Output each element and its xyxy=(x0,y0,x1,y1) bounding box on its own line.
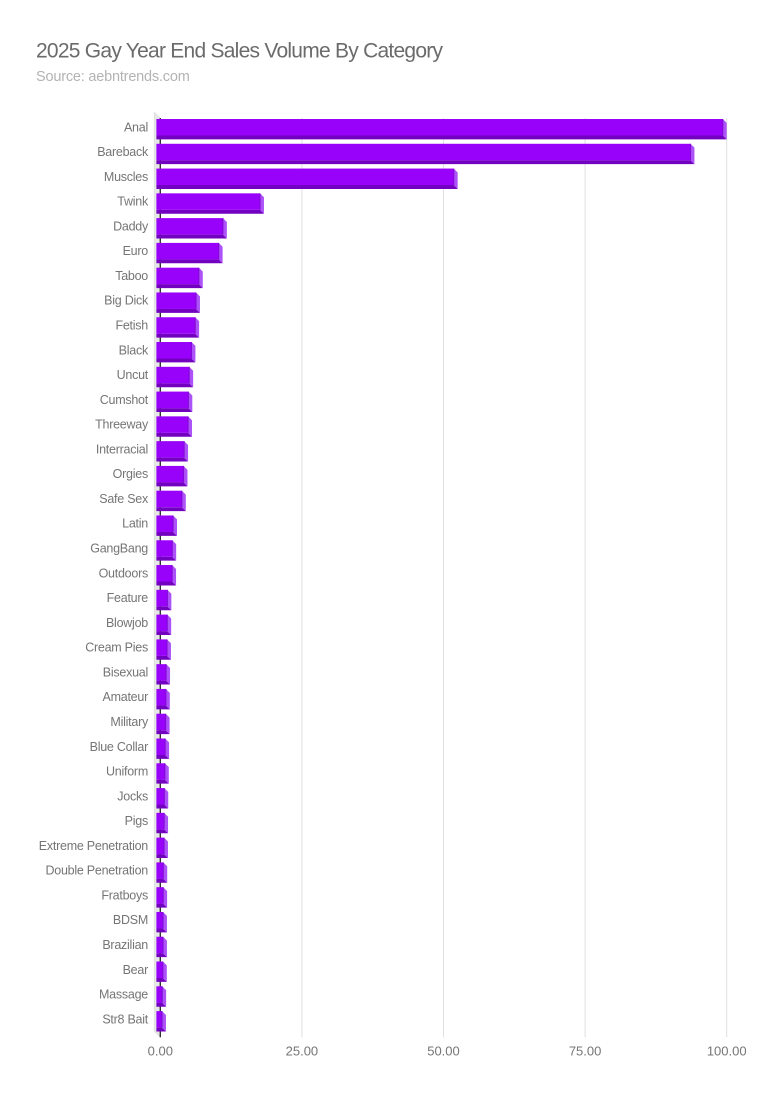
svg-text:Safe Sex: Safe Sex xyxy=(99,492,149,506)
svg-text:Threeway: Threeway xyxy=(95,418,149,432)
svg-text:Black: Black xyxy=(119,343,149,357)
svg-text:Bear: Bear xyxy=(123,963,148,977)
svg-text:Cumshot: Cumshot xyxy=(100,393,149,407)
svg-text:Jocks: Jocks xyxy=(117,789,148,803)
svg-text:0.00: 0.00 xyxy=(148,1044,173,1059)
svg-text:Massage: Massage xyxy=(99,988,148,1002)
svg-text:Feature: Feature xyxy=(107,591,149,605)
svg-text:Bisexual: Bisexual xyxy=(103,665,148,679)
svg-text:Fetish: Fetish xyxy=(115,318,148,332)
svg-text:GangBang: GangBang xyxy=(90,542,148,556)
svg-text:Muscles: Muscles xyxy=(104,170,148,184)
svg-text:BDSM: BDSM xyxy=(113,913,148,927)
svg-text:2025 Gay Year End Sales Volume: 2025 Gay Year End Sales Volume By Catego… xyxy=(36,40,444,63)
svg-text:Extreme Penetration: Extreme Penetration xyxy=(39,839,148,853)
svg-text:Blue Collar: Blue Collar xyxy=(90,740,148,754)
svg-text:Uniform: Uniform xyxy=(106,765,148,779)
svg-text:Big Dick: Big Dick xyxy=(104,294,149,308)
svg-text:Cream Pies: Cream Pies xyxy=(85,641,148,655)
svg-text:Latin: Latin xyxy=(122,517,148,531)
svg-text:Interracial: Interracial xyxy=(96,442,148,456)
svg-text:Twink: Twink xyxy=(117,195,149,209)
svg-text:Source: aebntrends.com: Source: aebntrends.com xyxy=(36,69,190,85)
svg-text:Taboo: Taboo xyxy=(115,269,148,283)
svg-text:Bareback: Bareback xyxy=(97,145,149,159)
svg-text:Military: Military xyxy=(110,715,149,729)
svg-text:50.00: 50.00 xyxy=(427,1044,460,1059)
svg-text:Str8 Bait: Str8 Bait xyxy=(102,1012,148,1026)
svg-text:Amateur: Amateur xyxy=(103,690,149,704)
svg-text:100.00: 100.00 xyxy=(707,1044,747,1059)
svg-text:Pigs: Pigs xyxy=(125,814,148,828)
svg-text:Brazilian: Brazilian xyxy=(102,938,148,952)
svg-text:Euro: Euro xyxy=(123,244,149,258)
svg-text:Uncut: Uncut xyxy=(117,368,149,382)
svg-text:Anal: Anal xyxy=(124,120,148,134)
svg-text:Orgies: Orgies xyxy=(113,467,148,481)
svg-text:Fratboys: Fratboys xyxy=(101,888,148,902)
svg-text:75.00: 75.00 xyxy=(569,1044,602,1059)
svg-text:Double Penetration: Double Penetration xyxy=(45,864,148,878)
svg-text:25.00: 25.00 xyxy=(286,1044,319,1059)
svg-text:Blowjob: Blowjob xyxy=(106,616,148,630)
svg-text:Daddy: Daddy xyxy=(113,219,149,233)
svg-text:Outdoors: Outdoors xyxy=(99,566,148,580)
